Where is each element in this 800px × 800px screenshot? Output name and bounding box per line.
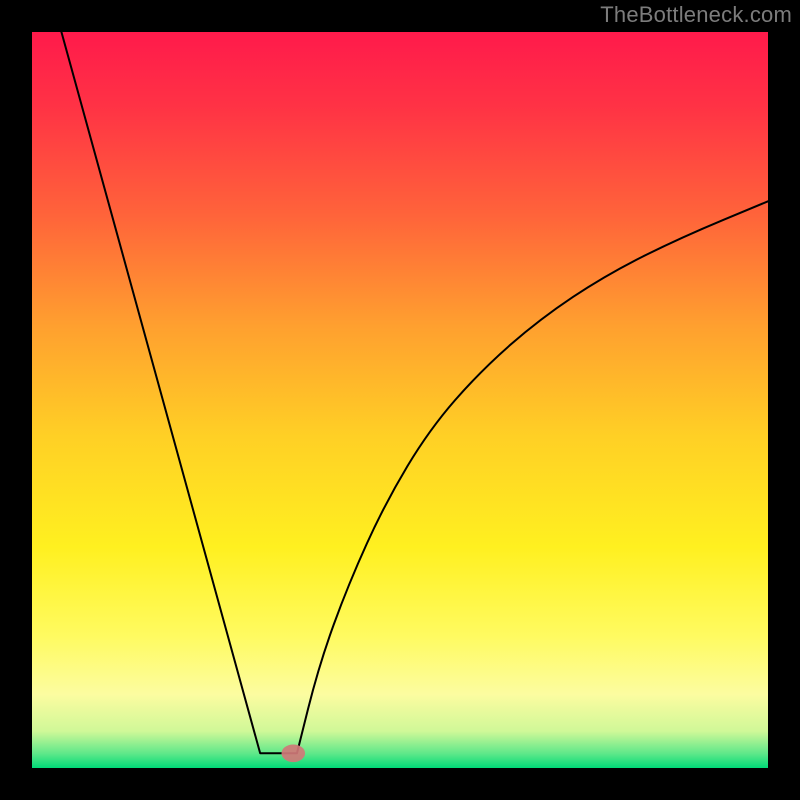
watermark-text: TheBottleneck.com: [600, 2, 792, 28]
bottleneck-chart: [0, 0, 800, 800]
plot-background: [32, 32, 768, 768]
chart-container: TheBottleneck.com: [0, 0, 800, 800]
optimum-marker: [282, 744, 306, 762]
